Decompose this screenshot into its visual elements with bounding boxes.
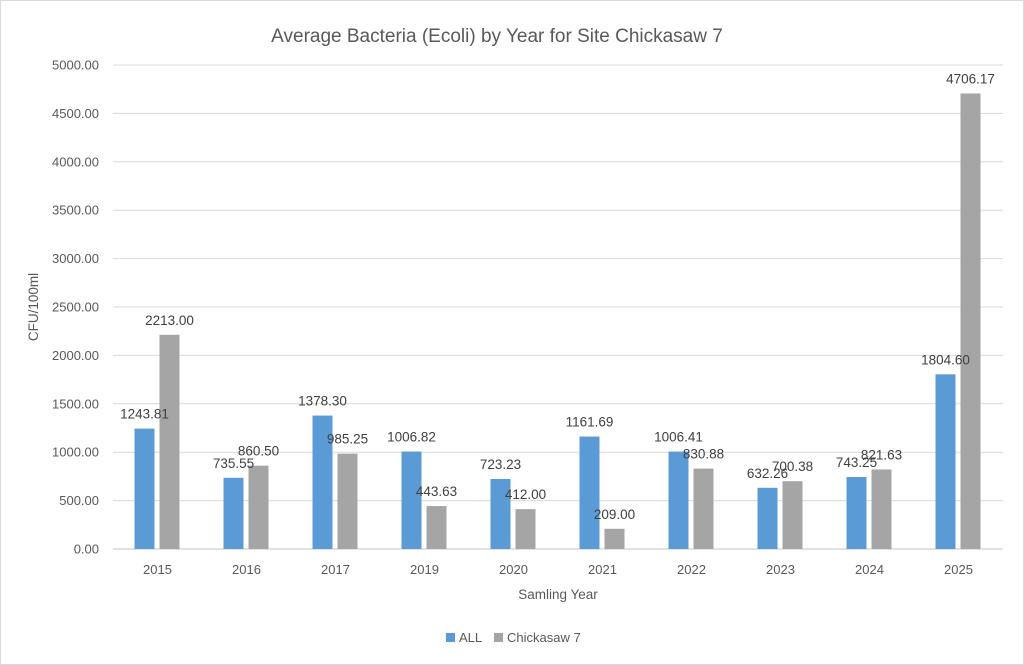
data-label: 743.25 bbox=[836, 455, 877, 470]
data-label: 821.63 bbox=[861, 447, 902, 462]
bar-chickasaw-7-2017 bbox=[337, 453, 358, 549]
legend-label-all: ALL bbox=[459, 630, 482, 645]
legend-swatch-chickasaw-7 bbox=[494, 633, 503, 642]
data-label: 4706.17 bbox=[946, 71, 995, 86]
bar-chickasaw-7-2019 bbox=[426, 506, 447, 549]
data-label: 443.63 bbox=[416, 484, 457, 499]
y-tick-label: 0.00 bbox=[74, 542, 99, 557]
data-label: 2213.00 bbox=[145, 313, 194, 328]
x-tick-label: 2015 bbox=[143, 562, 172, 577]
legend: ALL Chickasaw 7 bbox=[446, 630, 581, 645]
bar-chickasaw-7-2020 bbox=[515, 509, 536, 549]
bar-chickasaw-7-2021 bbox=[604, 528, 625, 549]
data-label: 830.88 bbox=[683, 447, 724, 462]
x-tick-label: 2020 bbox=[499, 562, 528, 577]
data-label: 1378.30 bbox=[298, 394, 347, 409]
y-tick-label: 1000.00 bbox=[52, 445, 99, 460]
bar-all-2019 bbox=[401, 451, 422, 549]
bar-chickasaw-7-2022 bbox=[693, 468, 714, 549]
bar-all-2015 bbox=[134, 428, 155, 549]
data-label: 209.00 bbox=[594, 507, 635, 522]
y-tick-label: 2000.00 bbox=[52, 348, 99, 363]
y-tick-label: 4500.00 bbox=[52, 106, 99, 121]
data-label: 723.23 bbox=[480, 457, 521, 472]
bar-all-2016 bbox=[223, 477, 244, 549]
x-tick-label: 2021 bbox=[588, 562, 617, 577]
bar-chickasaw-7-2023 bbox=[782, 481, 803, 549]
data-label: 1006.82 bbox=[387, 430, 436, 445]
y-tick-label: 500.00 bbox=[59, 493, 99, 508]
bar-chickasaw-7-2016 bbox=[248, 465, 269, 549]
chart-title: Average Bacteria (Ecoli) by Year for Sit… bbox=[271, 26, 723, 47]
data-label: 1243.81 bbox=[120, 407, 169, 422]
bar-chickasaw-7-2024 bbox=[871, 469, 892, 549]
y-tick-label: 2500.00 bbox=[52, 300, 99, 315]
bar-all-2025 bbox=[935, 374, 956, 549]
y-tick-label: 3500.00 bbox=[52, 203, 99, 218]
data-label: 700.38 bbox=[772, 459, 813, 474]
bar-chickasaw-7-2015 bbox=[159, 334, 180, 549]
x-tick-label: 2023 bbox=[766, 562, 795, 577]
x-axis-title: Samling Year bbox=[518, 587, 598, 602]
data-label: 985.25 bbox=[327, 432, 368, 447]
y-tick-label: 4000.00 bbox=[52, 154, 99, 169]
y-tick-label: 1500.00 bbox=[52, 396, 99, 411]
legend-label-chickasaw-7: Chickasaw 7 bbox=[507, 630, 581, 645]
bar-all-2017 bbox=[312, 415, 333, 549]
data-label: 860.50 bbox=[238, 444, 279, 459]
x-tick-label: 2016 bbox=[232, 562, 261, 577]
bar-chickasaw-7-2025 bbox=[960, 93, 981, 549]
y-tick-label: 5000.00 bbox=[52, 58, 99, 73]
bar-all-2024 bbox=[846, 477, 867, 549]
data-label: 1804.60 bbox=[921, 352, 970, 367]
legend-swatch-all bbox=[446, 633, 455, 642]
data-label: 735.55 bbox=[213, 456, 254, 471]
bar-all-2020 bbox=[490, 478, 511, 549]
y-axis-title: CFU/100ml bbox=[26, 273, 41, 341]
x-tick-label: 2024 bbox=[855, 562, 884, 577]
y-tick-label: 3000.00 bbox=[52, 251, 99, 266]
x-tick-label: 2017 bbox=[321, 562, 350, 577]
x-tick-label: 2022 bbox=[677, 562, 706, 577]
data-label: 1006.41 bbox=[654, 430, 703, 445]
bar-all-2022 bbox=[668, 451, 689, 549]
data-label: 632.26 bbox=[747, 466, 788, 481]
x-tick-label: 2019 bbox=[410, 562, 439, 577]
data-label: 412.00 bbox=[505, 487, 546, 502]
x-tick-label: 2025 bbox=[944, 562, 973, 577]
bar-all-2023 bbox=[757, 487, 778, 549]
bar-all-2021 bbox=[579, 436, 600, 549]
data-label: 1161.69 bbox=[566, 415, 614, 430]
